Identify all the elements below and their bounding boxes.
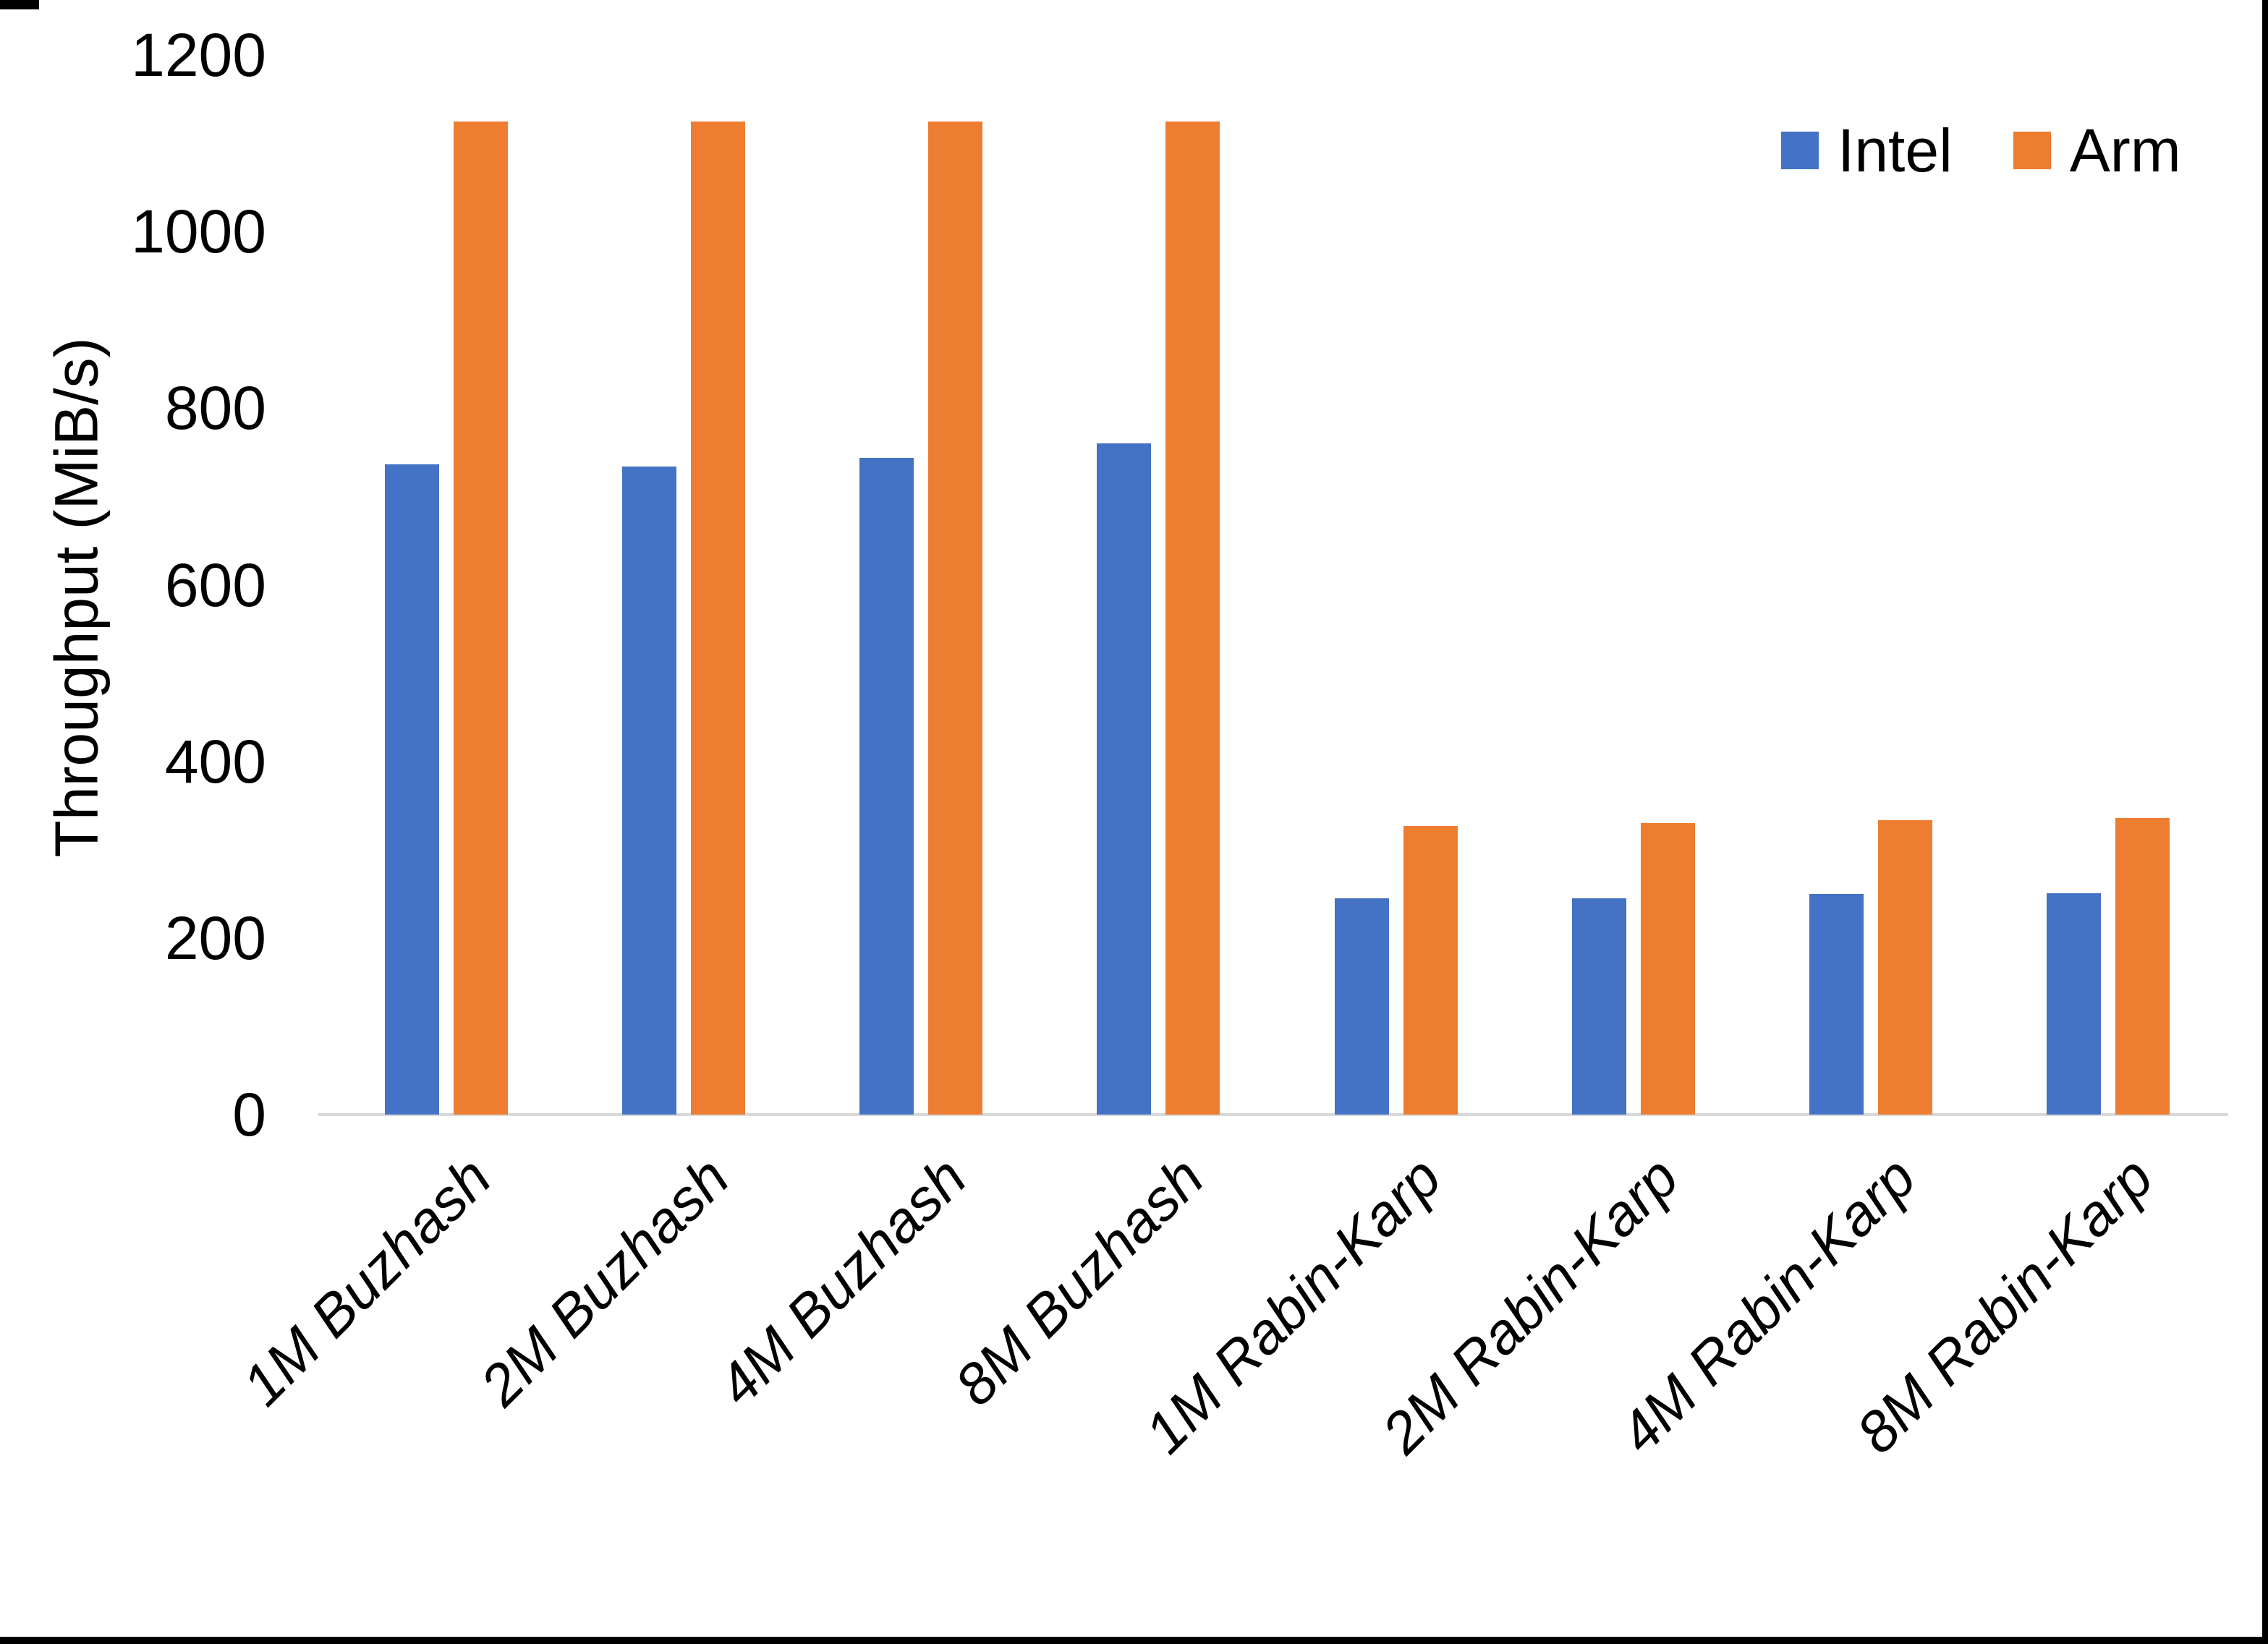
x-category-label: 4M Buzhash — [705, 1144, 978, 1418]
bar-arm-0 — [454, 121, 509, 1115]
x-category-label: 1M Buzhash — [230, 1144, 504, 1418]
bar-intel-2 — [859, 457, 914, 1115]
bar-intel-5 — [1571, 898, 1626, 1115]
y-tick-label: 600 — [164, 550, 266, 619]
bar-arm-5 — [1640, 823, 1695, 1115]
right-border — [2262, 0, 2268, 1644]
corner-mark — [0, 0, 39, 9]
bar-arm-6 — [1877, 820, 1932, 1115]
bar-intel-7 — [2046, 893, 2101, 1115]
legend: Intel Arm — [1781, 116, 2181, 184]
bar-arm-2 — [928, 121, 983, 1115]
bar-intel-4 — [1334, 898, 1389, 1115]
legend-item-arm: Arm — [2013, 116, 2181, 184]
bar-arm-1 — [691, 121, 746, 1115]
bar-arm-4 — [1403, 825, 1458, 1115]
bar-arm-7 — [2115, 817, 2170, 1115]
legend-swatch-intel — [1781, 132, 1819, 169]
x-axis-line — [318, 1113, 2228, 1116]
bar-intel-0 — [385, 464, 440, 1115]
bar-intel-6 — [1809, 893, 1864, 1115]
y-tick-label: 1200 — [131, 21, 266, 89]
y-tick-label: 800 — [164, 374, 266, 443]
y-tick-label: 400 — [164, 727, 266, 796]
y-tick-label: 0 — [232, 1081, 266, 1149]
legend-label-intel: Intel — [1838, 116, 1953, 184]
y-tick-label: 200 — [164, 903, 266, 972]
legend-swatch-arm — [2013, 132, 2051, 169]
bar-intel-3 — [1097, 443, 1152, 1115]
legend-label-arm: Arm — [2069, 116, 2181, 184]
bottom-border — [0, 1637, 2268, 1644]
legend-item-intel: Intel — [1781, 116, 1953, 184]
y-tick-label: 1000 — [131, 197, 266, 266]
bar-intel-1 — [622, 466, 677, 1115]
bar-arm-3 — [1165, 121, 1220, 1115]
x-category-label: 2M Buzhash — [467, 1144, 741, 1418]
